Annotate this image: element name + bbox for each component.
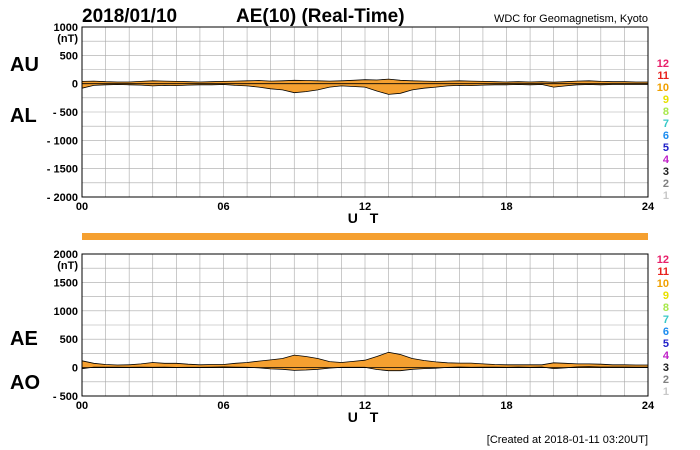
legend-number: 1 (663, 190, 669, 202)
y-tick-label: 1500 (54, 277, 78, 289)
legend-number: 5 (663, 142, 669, 154)
series-line-al (81, 84, 648, 95)
y-tick-label: - 1000 (47, 135, 78, 147)
series-line-au (81, 78, 648, 83)
legend-number: 8 (663, 106, 669, 118)
legend-number: 4 (663, 154, 670, 166)
x-tick-label: 00 (76, 201, 88, 213)
data-coverage-bar (82, 233, 648, 240)
x-tick-label: 24 (642, 400, 655, 412)
legend-number: 11 (657, 70, 669, 82)
au-label: AU (10, 54, 39, 76)
legend-number: 10 (657, 82, 669, 94)
y-tick-label: 500 (60, 50, 78, 62)
y-tick-label: 1000 (54, 306, 78, 318)
y-tick-label: - 1500 (47, 164, 78, 176)
source-label: WDC for Geomagnetism, Kyoto (494, 13, 648, 25)
y-tick-label: 2000 (54, 249, 78, 261)
y-tick-label: 0 (72, 363, 78, 375)
series-line-ae (81, 351, 648, 366)
legend-number: 2 (663, 374, 669, 386)
date-title: 2018/01/10 (82, 6, 177, 27)
chart-title: AE(10) (Real-Time) (236, 6, 405, 27)
x-axis-label: U T (348, 210, 383, 226)
ae-ao-panel: 2000 1500 1000 500 0 - 500 (nT) 00 06 12 18 24 U T (53, 249, 655, 425)
x-tick-label: 18 (500, 400, 512, 412)
created-timestamp: [Created at 2018-01-11 03:20UT] (487, 434, 648, 446)
y-tick-label: 500 (60, 334, 78, 346)
legend-number: 7 (663, 314, 669, 326)
x-axis-label: U T (348, 409, 383, 425)
x-tick-label: 12 (359, 400, 371, 412)
plot-frame (81, 253, 649, 397)
x-tick-label: 06 (217, 400, 229, 412)
series-area-au (82, 79, 648, 84)
y-tick-label: - 500 (53, 391, 78, 403)
ae-label: AE (10, 328, 38, 350)
legend-number: 12 (657, 58, 669, 70)
legend-number: 9 (663, 94, 669, 106)
legend-number: 3 (663, 362, 669, 374)
legend-number: 1 (663, 386, 669, 398)
y-tick-label: - 500 (53, 107, 78, 119)
plot-frame (81, 26, 649, 198)
y-tick-label: 1000 (54, 22, 78, 34)
y-tick-label: - 2000 (47, 192, 78, 204)
x-tick-label: 18 (500, 201, 512, 213)
legend-number: 11 (657, 266, 669, 278)
unit-label: (nT) (57, 260, 78, 272)
legend-number: 6 (663, 326, 669, 338)
legend-number: 4 (663, 350, 670, 362)
legend-number: 8 (663, 302, 669, 314)
legend-number: 12 (657, 254, 669, 266)
x-tick-label: 24 (642, 201, 655, 213)
au-al-panel: 1000 500 0 - 500 - 1000 - 1500 - 2000 (nT) 00 06 1… (47, 22, 655, 226)
legend-number: 3 (663, 166, 669, 178)
x-tick-label: 12 (359, 201, 371, 213)
series-area-ae (82, 352, 648, 368)
legend-number: 10 (657, 278, 669, 290)
legend-number: 9 (663, 290, 669, 302)
legend-number: 6 (663, 130, 669, 142)
x-tick-label: 00 (76, 400, 88, 412)
legend-number: 5 (663, 338, 669, 350)
legend-number: 2 (663, 178, 669, 190)
al-label: AL (10, 105, 37, 127)
ao-label: AO (10, 372, 40, 394)
legend-number: 7 (663, 118, 669, 130)
x-tick-label: 06 (217, 201, 229, 213)
unit-label: (nT) (57, 33, 78, 45)
y-tick-label: 0 (72, 79, 78, 91)
